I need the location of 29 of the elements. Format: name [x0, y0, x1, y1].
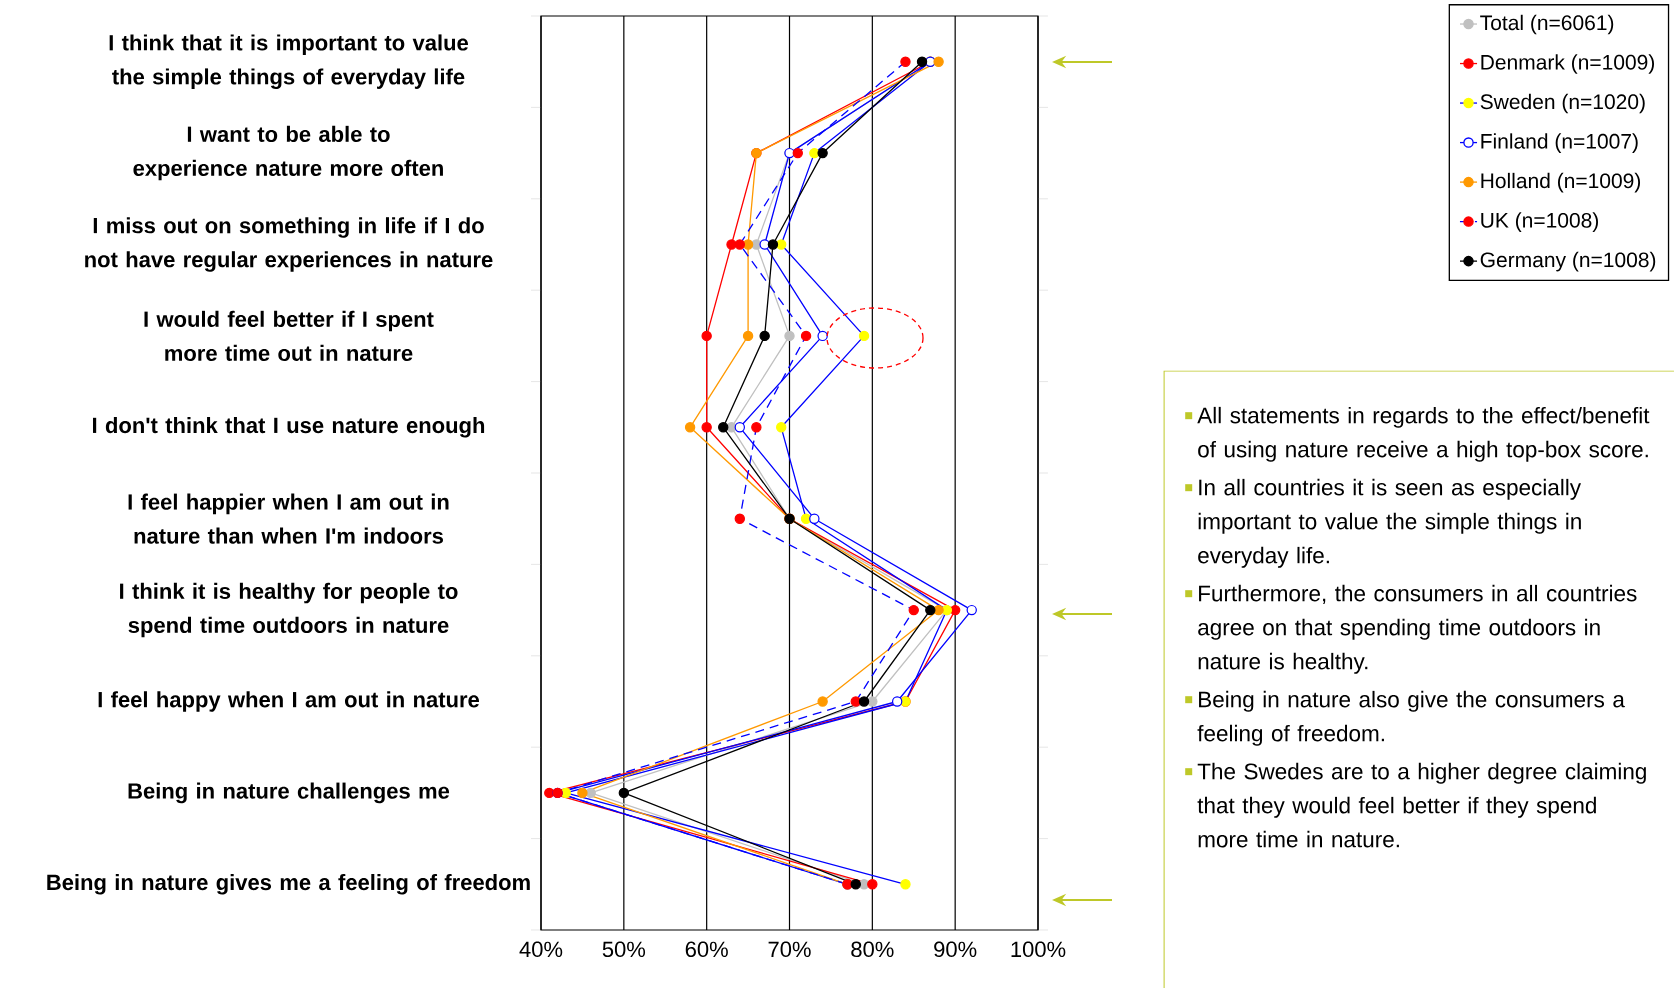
x-tick-label: 60% — [685, 941, 728, 958]
x-tick-label: 70% — [768, 941, 811, 958]
y-tick-label: Being in nature gives me a feeling of freedom — [47, 873, 530, 895]
legend-label: Finland (n=1007) — [1481, 133, 1638, 153]
y-tick-label: I feel happy when I am out in nature — [98, 691, 480, 712]
x-tick-label: 100% — [1011, 941, 1066, 958]
legend-label: Sweden (n=1020) — [1480, 93, 1645, 114]
legend-label: Holland (n=1009) — [1481, 172, 1641, 193]
x-tick-label: 90% — [934, 941, 977, 958]
text: Being in nature also give the consumers a feeling of freedom. — [1197, 690, 1625, 746]
y-tick-label: I think that it is important to value the simple things of everyday life — [109, 34, 469, 89]
y-tick-label: I miss out on something in life if I do not have regular experiences in nature — [85, 217, 493, 272]
legend-label: Total (n=6061) — [1480, 14, 1614, 35]
x-tick-label: 40% — [519, 941, 563, 958]
y-tick-label: I don't think that I use nature enough — [93, 416, 485, 438]
legend-label: Germany (n=1008) — [1480, 251, 1656, 272]
y-tick-label: Being in nature challenges me — [128, 782, 450, 804]
y-tick-label: I want to be able to experience nature more often — [133, 125, 443, 181]
text: All statements in regards to the effect/benefit of using nature receive a high top-box score. — [1197, 406, 1650, 462]
text: Furthermore, the consumers in all countries agree on that spending time outdoors in nature is healthy. — [1198, 584, 1637, 674]
legend-label: Denmark (n=1009) — [1481, 54, 1655, 74]
text: The Swedes are to a higher degree claiming that they would feel better if they spend more time in nature. — [1197, 762, 1646, 848]
legend-label: UK (n=1008) — [1481, 212, 1599, 232]
y-tick-label: I think it is healthy for people to spend time outdoors in nature — [120, 582, 458, 638]
x-tick-label: 80% — [851, 941, 894, 958]
x-tick-label: 50% — [602, 941, 646, 958]
y-tick-label: I would feel better if I spent more time out in nature — [144, 310, 434, 361]
y-tick-label: I feel happier when I am out in nature than when I'm indoors — [128, 493, 449, 544]
text: In all countries it is seen as especially important to value the simple things in everyday life. — [1198, 478, 1582, 568]
